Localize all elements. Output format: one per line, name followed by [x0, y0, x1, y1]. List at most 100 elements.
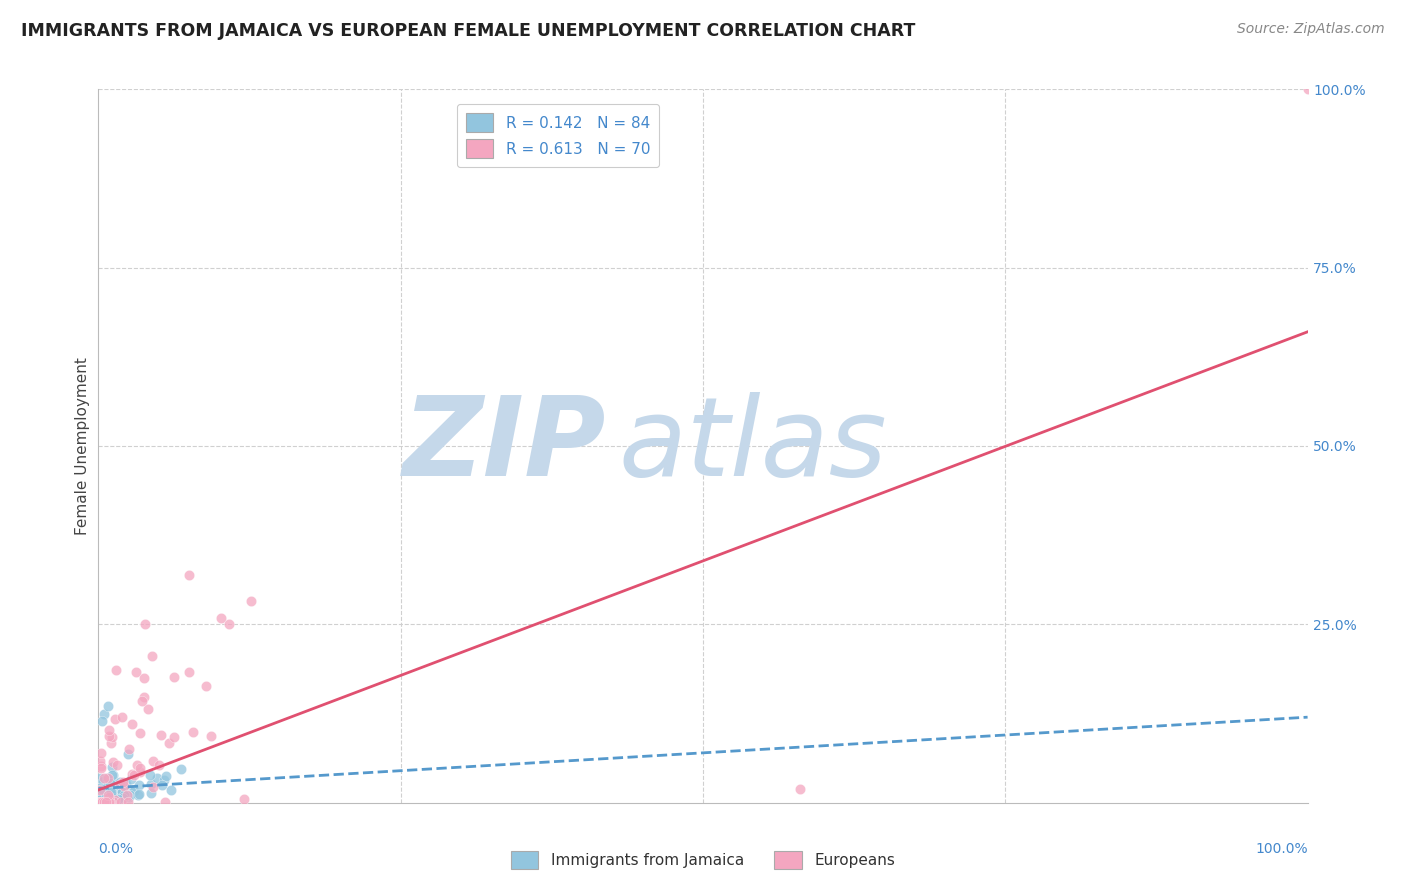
Point — [94, 795, 117, 809]
Point — [90, 795, 112, 809]
Text: 100.0%: 100.0% — [1256, 842, 1308, 856]
Point — [103, 795, 125, 809]
Point — [94, 780, 117, 795]
Point — [96, 787, 118, 801]
Point — [100, 782, 122, 797]
Point — [103, 774, 125, 789]
Point — [128, 765, 150, 780]
Point — [94, 793, 117, 807]
Point — [170, 762, 193, 776]
Point — [98, 795, 121, 809]
Point — [97, 790, 120, 805]
Point — [128, 778, 150, 792]
Point — [101, 768, 124, 782]
Point — [121, 717, 143, 731]
Point — [117, 795, 139, 809]
Point — [89, 784, 111, 798]
Text: ZIP: ZIP — [402, 392, 606, 500]
Point — [104, 792, 127, 806]
Point — [97, 780, 120, 794]
Point — [114, 789, 136, 804]
Point — [97, 793, 120, 807]
Point — [93, 780, 115, 794]
Point — [142, 780, 165, 794]
Point — [112, 789, 135, 803]
Point — [101, 730, 124, 744]
Point — [111, 785, 134, 799]
Point — [128, 761, 150, 775]
Point — [101, 785, 124, 799]
Point — [96, 790, 118, 805]
Point — [103, 788, 125, 802]
Point — [91, 773, 114, 788]
Point — [115, 777, 138, 791]
Point — [90, 791, 112, 805]
Point — [100, 789, 122, 804]
Point — [100, 788, 122, 802]
Legend: R = 0.142   N = 84, R = 0.613   N = 70: R = 0.142 N = 84, R = 0.613 N = 70 — [457, 104, 659, 167]
Point — [101, 755, 124, 769]
Point — [104, 782, 127, 797]
Point — [89, 795, 111, 809]
Point — [93, 795, 115, 809]
Point — [101, 768, 124, 782]
Point — [89, 789, 111, 803]
Point — [103, 712, 125, 726]
Point — [97, 778, 120, 792]
Point — [98, 792, 121, 806]
Point — [101, 791, 124, 805]
Point — [162, 671, 184, 685]
Point — [132, 671, 155, 685]
Point — [152, 772, 174, 787]
Point — [117, 789, 139, 803]
Point — [120, 772, 142, 786]
Point — [789, 781, 811, 796]
Point — [89, 795, 111, 809]
Point — [101, 760, 124, 774]
Point — [127, 788, 149, 802]
Text: atlas: atlas — [619, 392, 887, 500]
Point — [97, 794, 120, 808]
Point — [100, 785, 122, 799]
Point — [163, 730, 186, 744]
Point — [104, 793, 127, 807]
Point — [150, 728, 173, 742]
Point — [96, 793, 118, 807]
Point — [89, 795, 111, 809]
Point — [115, 788, 138, 802]
Point — [139, 768, 162, 782]
Point — [134, 617, 156, 632]
Point — [107, 791, 129, 805]
Point — [107, 784, 129, 798]
Point — [96, 786, 118, 800]
Point — [94, 794, 117, 808]
Point — [145, 771, 167, 785]
Point — [93, 771, 115, 785]
Point — [150, 778, 173, 792]
Text: 0.0%: 0.0% — [98, 842, 134, 856]
Point — [89, 781, 111, 796]
Point — [93, 706, 115, 721]
Point — [90, 747, 112, 761]
Point — [90, 795, 112, 809]
Point — [90, 790, 112, 805]
Text: Source: ZipAtlas.com: Source: ZipAtlas.com — [1237, 22, 1385, 37]
Point — [97, 780, 120, 794]
Point — [155, 769, 177, 783]
Point — [117, 788, 139, 802]
Point — [91, 714, 114, 728]
Point — [89, 795, 111, 809]
Point — [181, 725, 204, 739]
Point — [100, 736, 122, 750]
Point — [129, 726, 152, 740]
Point — [93, 795, 115, 809]
Point — [120, 783, 142, 797]
Point — [100, 776, 122, 790]
Point — [105, 790, 128, 805]
Point — [96, 771, 118, 785]
Point — [98, 776, 121, 790]
Point — [131, 694, 153, 708]
Point — [148, 758, 170, 772]
Point — [136, 702, 159, 716]
Point — [89, 755, 111, 769]
